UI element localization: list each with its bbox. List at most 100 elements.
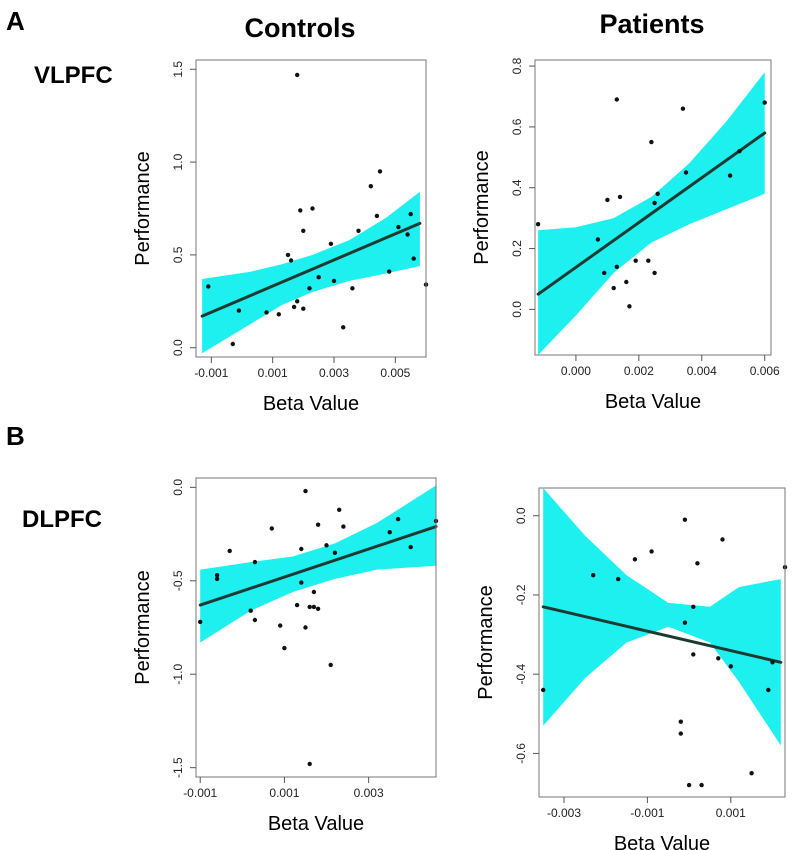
x-axis-label: Beta Value [263,393,359,415]
data-point [691,652,696,657]
data-point [395,516,401,522]
y-tick-label: -0.6 [514,743,528,764]
y-axis-label: Performance [132,151,154,266]
data-point [649,549,654,554]
data-point [387,269,392,274]
data-point [303,625,308,630]
data-point [535,222,541,227]
data-point [350,286,355,291]
data-point [316,275,321,280]
x-tick-label: 0.001 [716,806,746,820]
x-tick-label: -0.001 [630,806,664,820]
data-point [298,208,303,213]
data-point [627,304,632,309]
y-tick-label: 0.8 [510,57,524,74]
y-tick-label: 0.0 [510,301,524,318]
data-point [591,573,596,578]
data-point [633,258,638,263]
x-tick-label: -0.003 [547,806,581,820]
data-point [368,184,373,189]
data-point [198,619,203,625]
x-tick-label: 0.000 [561,364,591,378]
data-point [307,761,312,767]
data-point [652,270,657,276]
regression-line [198,525,438,607]
data-point [727,173,733,178]
data-point [646,258,651,263]
data-point [295,299,300,304]
y-tick-label: 0.6 [510,118,524,135]
y-tick-label: 0.0 [171,479,185,496]
data-point [387,530,392,535]
data-point [341,524,346,529]
y-tick-label: 0.5 [171,246,185,263]
data-point [770,660,775,665]
y-tick-label: -1.5 [171,757,185,778]
data-point [310,206,315,211]
data-point [682,517,688,522]
data-point [695,561,700,566]
x-tick-label: 0.003 [354,786,384,800]
plot-frame [195,59,427,358]
y-tick-label: 0.0 [171,339,185,356]
data-point [252,617,258,623]
chart-dlpfc-patients: -0.003 -0.001 0.001 0.0 -0.2 -0.4 -0.6 Beta Val… [475,487,788,850]
x-tick-label: 0.002 [624,364,654,378]
data-point [602,270,607,276]
data-point [749,771,754,776]
data-point [614,264,619,269]
x-axis-label: Beta Value [268,813,364,835]
data-point [227,548,232,554]
chart-dlpfc-controls: -0.001 0.001 0.003 0.0 -0.5 -1.0 -1.5 Beta Valu… [132,477,439,835]
data-point [264,310,269,315]
data-point [649,139,654,145]
data-point [278,623,283,628]
x-axis-label: Beta Value [605,391,701,413]
data-point [252,559,258,565]
data-point [303,488,308,494]
y-tick-label: -0.2 [514,584,528,605]
y-tick-label: -0.5 [171,570,185,591]
data-point [605,197,610,203]
y-axis-label: Performance [475,585,497,700]
plot-frame [534,59,772,356]
data-point [617,194,623,200]
data-point [214,576,220,582]
data-point [307,286,312,291]
chart-vlpfc-controls: -0.001 0.001 0.003 0.005 0.0 0.5 1.0 1.5 Beta Va… [132,59,429,415]
data-point [214,573,220,578]
y-tick-label: -1.0 [171,664,185,685]
data-point [337,507,342,512]
scatter-plots: -0.001 0.001 0.003 0.005 0.0 0.5 1.0 1.5 Beta Va… [132,57,788,850]
data-point [699,782,704,788]
data-point [299,580,304,585]
data-point [269,526,274,531]
data-point [301,306,306,311]
data-point [377,169,383,174]
row-label-vlpfc: VLPFC [34,62,113,89]
data-point [595,237,601,242]
y-axis-label: Performance [132,570,154,685]
data-point [324,543,329,548]
data-point [282,645,287,651]
data-point [341,325,346,330]
data-point [230,341,235,347]
data-point [680,106,686,111]
data-point [307,604,312,610]
y-tick-label: 0.2 [510,240,524,257]
confidence-band [202,191,420,354]
x-tick-label: 0.006 [750,364,780,378]
data-point [678,719,683,724]
x-tick-label: -0.001 [194,366,228,380]
data-point [632,557,638,562]
data-point [315,522,321,527]
data-point [616,576,621,582]
data-point [762,100,767,105]
data-point [206,284,211,289]
x-tick-label: 0.001 [269,786,299,800]
x-tick-label: -0.001 [183,786,217,800]
chart-vlpfc-patients: 0.000 0.002 0.004 0.006 0.0 0.2 0.4 0.6 0.8 Beta … [471,57,780,413]
data-point [683,170,689,175]
column-title-patients: Patients [599,9,704,39]
